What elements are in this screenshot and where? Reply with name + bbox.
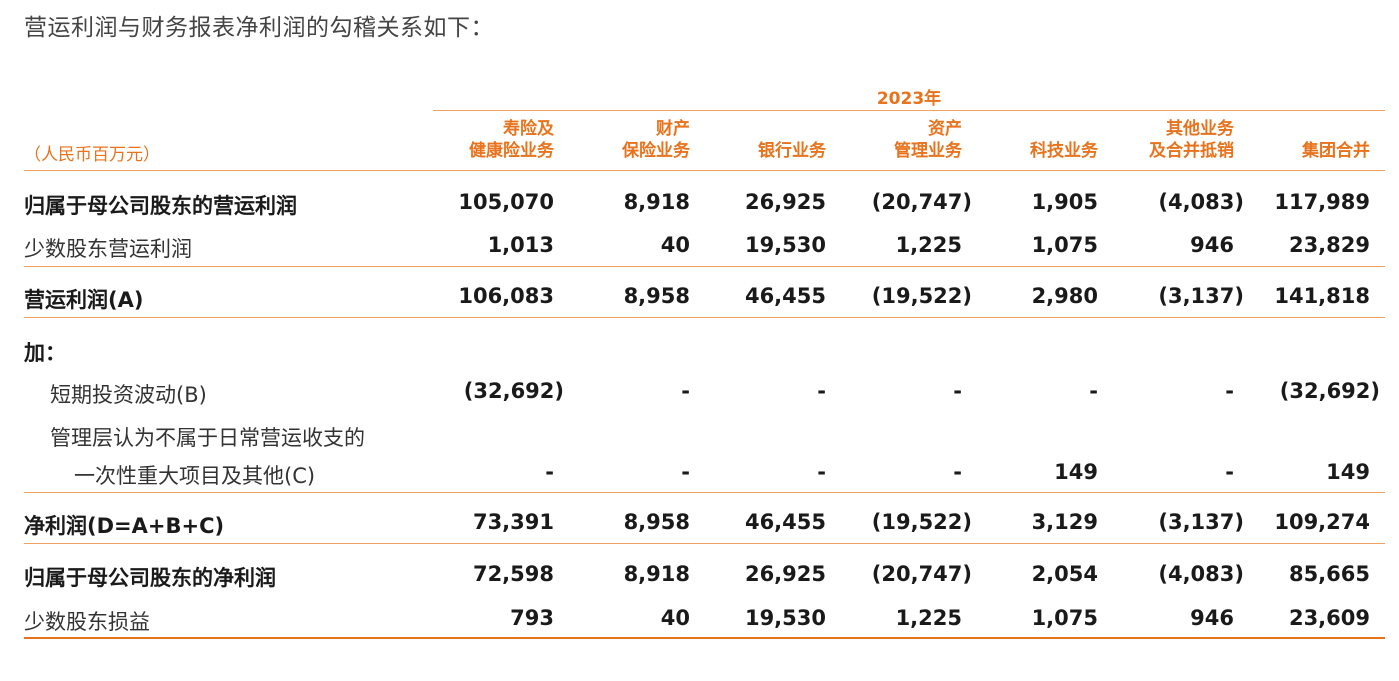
table-cell: (20,747) xyxy=(871,562,972,586)
table-row: 管理层认为不属于日常营运收支的 xyxy=(0,422,1399,456)
table-cell: 73,391 xyxy=(472,510,554,534)
column-header-property-insurance: 财产 保险业务 xyxy=(622,119,690,161)
table-cell: 72,598 xyxy=(472,562,554,586)
year-rule xyxy=(433,110,1385,111)
row-label: 净利润(D=A+B+C) xyxy=(24,514,225,538)
unit-label: （人民币百万元） xyxy=(24,145,160,165)
table-cell: 1,905 xyxy=(1031,190,1098,214)
table-cell: 106,083 xyxy=(458,284,554,308)
row-rule xyxy=(24,266,1385,267)
table-cell: 40 xyxy=(660,606,690,630)
table-cell: 8,958 xyxy=(623,284,690,308)
column-header-group-consolidated: 集团合并 xyxy=(1302,141,1370,161)
table-row: 净利润(D=A+B+C) 73,391 8,958 46,455 (19,522… xyxy=(0,510,1399,544)
table-cell: 109,274 xyxy=(1274,510,1370,534)
table-cell: - xyxy=(681,379,690,403)
table-row: 归属于母公司股东的营运利润 105,070 8,918 26,925 (20,7… xyxy=(0,190,1399,224)
table-cell: (19,522) xyxy=(871,510,972,534)
header-rule xyxy=(24,170,1385,171)
table-cell: (20,747) xyxy=(871,190,972,214)
table-row: 归属于母公司股东的净利润 72,598 8,918 26,925 (20,747… xyxy=(0,562,1399,596)
table-cell: - xyxy=(1225,460,1234,484)
table-bottom-rule xyxy=(24,637,1385,639)
table-cell: 1,075 xyxy=(1031,233,1098,257)
table-cell: 8,958 xyxy=(623,510,690,534)
table-cell: 2,054 xyxy=(1031,562,1098,586)
column-header-technology: 科技业务 xyxy=(1030,141,1098,161)
row-label: 管理层认为不属于日常营运收支的 xyxy=(50,426,365,450)
row-label: 短期投资波动(B) xyxy=(50,383,207,407)
column-header-other-elimination: 其他业务 及合并抵销 xyxy=(1149,119,1234,161)
row-rule xyxy=(24,317,1385,318)
row-label: 营运利润(A) xyxy=(24,288,144,312)
table-row: 加： xyxy=(0,337,1399,371)
table-cell: - xyxy=(953,379,962,403)
row-label: 归属于母公司股东的营运利润 xyxy=(24,194,297,218)
table-cell: - xyxy=(1089,379,1098,403)
table-cell: - xyxy=(681,460,690,484)
column-header-life-health: 寿险及 健康险业务 xyxy=(469,119,554,161)
table-cell: 3,129 xyxy=(1031,510,1098,534)
row-label: 少数股东营运利润 xyxy=(24,237,192,261)
table-cell: 46,455 xyxy=(744,510,826,534)
table-cell: 2,980 xyxy=(1031,284,1098,308)
table-cell: (32,692) xyxy=(463,379,564,403)
table-cell: - xyxy=(953,460,962,484)
table-cell: 23,609 xyxy=(1288,606,1370,630)
table-cell: 8,918 xyxy=(623,190,690,214)
table-cell: - xyxy=(1225,379,1234,403)
row-label: 少数股东损益 xyxy=(24,610,150,634)
table-cell: 26,925 xyxy=(744,562,826,586)
table-cell: 1,013 xyxy=(487,233,554,257)
row-rule xyxy=(24,492,1385,493)
table-cell: 105,070 xyxy=(458,190,554,214)
table-cell: (32,692) xyxy=(1279,379,1380,403)
intro-text: 营运利润与财务报表净利润的勾稽关系如下： xyxy=(24,15,494,41)
table-cell: 149 xyxy=(1326,460,1370,484)
table-cell: 946 xyxy=(1190,606,1234,630)
table-cell: (3,137) xyxy=(1158,510,1244,534)
table-cell: 793 xyxy=(510,606,554,630)
table-row: 少数股东损益 793 40 19,530 1,225 1,075 946 23,… xyxy=(0,606,1399,640)
table-cell: 19,530 xyxy=(744,233,826,257)
table-cell: - xyxy=(817,460,826,484)
table-cell: (4,083) xyxy=(1158,562,1244,586)
table-cell: 1,075 xyxy=(1031,606,1098,630)
table-cell: 40 xyxy=(660,233,690,257)
table-cell: 149 xyxy=(1054,460,1098,484)
table-cell: (19,522) xyxy=(871,284,972,308)
table-cell: 1,225 xyxy=(895,606,962,630)
table-row: 短期投资波动(B) (32,692) - - - - - (32,692) xyxy=(0,379,1399,413)
table-cell: - xyxy=(817,379,826,403)
table-cell: (3,137) xyxy=(1158,284,1244,308)
row-label: 归属于母公司股东的净利润 xyxy=(24,566,276,590)
table-cell: 19,530 xyxy=(744,606,826,630)
table-cell: 46,455 xyxy=(744,284,826,308)
table-row: 一次性重大项目及其他(C) - - - - 149 - 149 xyxy=(0,460,1399,494)
row-label: 一次性重大项目及其他(C) xyxy=(74,464,316,488)
table-cell: 26,925 xyxy=(744,190,826,214)
table-cell: - xyxy=(545,460,554,484)
row-rule xyxy=(24,543,1385,544)
table-row: 少数股东营运利润 1,013 40 19,530 1,225 1,075 946… xyxy=(0,233,1399,267)
table-cell: 8,918 xyxy=(623,562,690,586)
column-header-banking: 银行业务 xyxy=(758,141,826,161)
table-cell: 117,989 xyxy=(1274,190,1370,214)
row-label: 加： xyxy=(24,341,66,365)
column-header-asset-management: 资产 管理业务 xyxy=(894,119,962,161)
table-cell: 1,225 xyxy=(895,233,962,257)
table-cell: (4,083) xyxy=(1158,190,1244,214)
table-cell: 85,665 xyxy=(1288,562,1370,586)
table-cell: 23,829 xyxy=(1288,233,1370,257)
table-row: 营运利润(A) 106,083 8,958 46,455 (19,522) 2,… xyxy=(0,284,1399,318)
table-cell: 141,818 xyxy=(1274,284,1370,308)
year-header: 2023年 xyxy=(876,89,942,109)
table-cell: 946 xyxy=(1190,233,1234,257)
